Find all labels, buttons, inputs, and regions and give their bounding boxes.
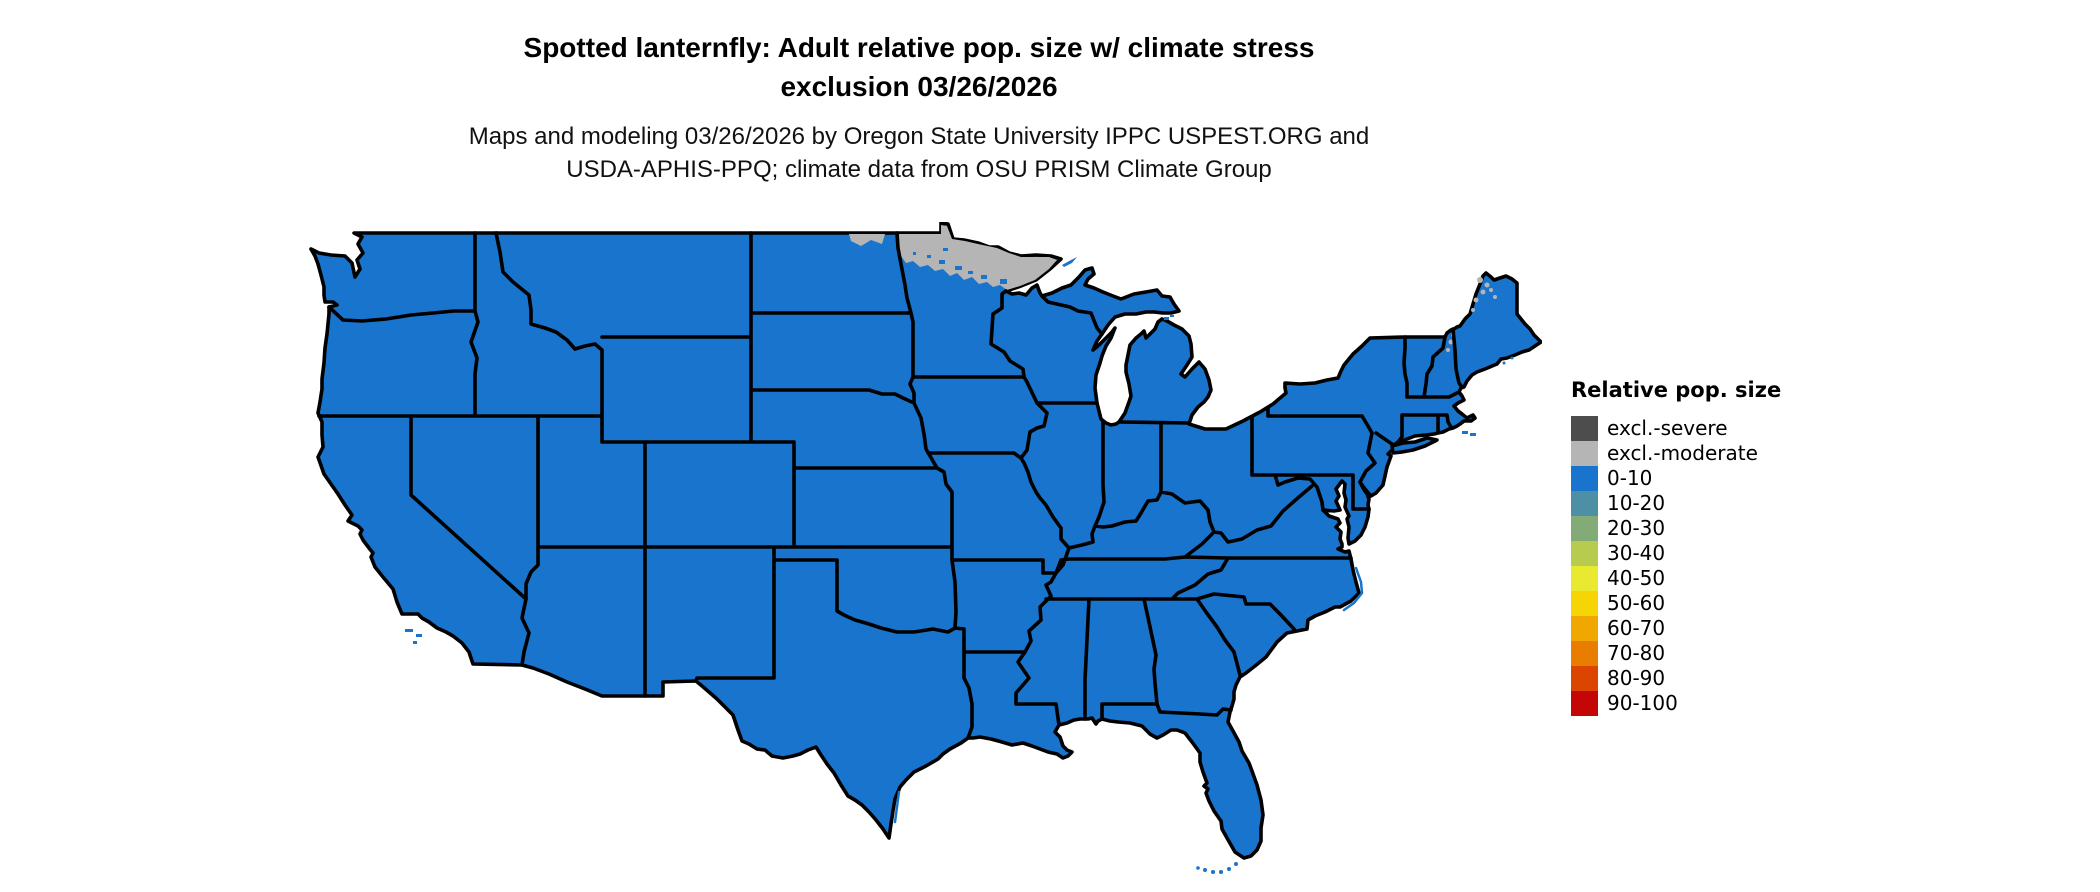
legend-swatch-20-30 — [1571, 516, 1598, 541]
map-subtitle-line2: USDA-APHIS-PPQ; climate data from OSU PR… — [566, 156, 1272, 183]
map-title-line2: exclusion 03/26/2026 — [780, 71, 1058, 102]
legend-swatch-80-90 — [1571, 666, 1598, 691]
legend-label-excl-severe: excl.-severe — [1607, 416, 1728, 440]
legend-label-30-40: 30-40 — [1607, 541, 1666, 565]
legend-swatch-10-20 — [1571, 491, 1598, 516]
legend-item-80-90: 80-90 — [1571, 666, 1781, 691]
legend-label-excl-moderate: excl.-moderate — [1607, 441, 1758, 465]
legend-item-20-30: 20-30 — [1571, 516, 1781, 541]
legend-item-70-80: 70-80 — [1571, 641, 1781, 666]
legend-item-50-60: 50-60 — [1571, 591, 1781, 616]
conus-outline — [309, 221, 1543, 860]
maine-exclusion-specks — [1471, 277, 1497, 312]
legend-label-40-50: 40-50 — [1607, 566, 1666, 590]
legend-item-60-70: 60-70 — [1571, 616, 1781, 641]
legend-label-80-90: 80-90 — [1607, 666, 1666, 690]
legend-item-30-40: 30-40 — [1571, 541, 1781, 566]
legend-label-50-60: 50-60 — [1607, 591, 1666, 615]
legend-label-20-30: 20-30 — [1607, 516, 1666, 540]
legend-item-0-10: 0-10 — [1571, 466, 1781, 491]
north-dakota-exclusion-patch — [849, 234, 885, 246]
barrier-islands — [893, 566, 1364, 824]
us-map-container — [305, 221, 1543, 880]
legend-swatch-excl-severe — [1571, 416, 1598, 441]
legend-swatch-90-100 — [1571, 691, 1598, 716]
outer-banks — [1342, 566, 1364, 612]
mackinac-straits-islands — [1164, 315, 1174, 320]
exclusion-zone-blue-patches — [913, 248, 1007, 285]
legend-item-excl-severe: excl.-severe — [1571, 416, 1781, 441]
legend-swatch-30-40 — [1571, 541, 1598, 566]
isle-royale — [1062, 257, 1077, 267]
minnesota-exclusion-patch — [899, 225, 1057, 290]
legend-swatch-excl-moderate — [1571, 441, 1598, 466]
massachusetts-islands — [1462, 431, 1476, 436]
long-island — [1390, 436, 1439, 455]
legend-swatch-40-50 — [1571, 566, 1598, 591]
legend-label-0-10: 0-10 — [1607, 466, 1653, 490]
legend-item-40-50: 40-50 — [1571, 566, 1781, 591]
florida-keys-islands — [1196, 862, 1238, 874]
channel-islands — [405, 629, 422, 644]
map-subtitle-line1: Maps and modeling 03/26/2026 by Oregon S… — [468, 123, 1370, 150]
legend-item-90-100: 90-100 — [1571, 691, 1781, 716]
legend-label-90-100: 90-100 — [1607, 691, 1678, 715]
map-title: Spotted lanternfly: Adult relative pop. … — [0, 28, 1838, 106]
state-borders — [317, 231, 1464, 740]
legend-title: Relative pop. size — [1571, 378, 1782, 402]
legend-label-10-20: 10-20 — [1607, 491, 1666, 515]
map-title-line1: Spotted lanternfly: Adult relative pop. … — [523, 32, 1315, 63]
us-map — [309, 221, 1543, 874]
legend-item-10-20: 10-20 — [1571, 491, 1781, 516]
legend-swatch-60-70 — [1571, 616, 1598, 641]
legend-label-60-70: 60-70 — [1607, 616, 1666, 640]
maine-coast-islands — [1502, 356, 1514, 365]
padre-island — [893, 790, 901, 824]
legend: Relative pop. size excl.-severe excl.-mo… — [1571, 378, 1781, 716]
conus-landmass — [309, 221, 1543, 860]
legend-item-excl-moderate: excl.-moderate — [1571, 441, 1781, 466]
islands — [405, 257, 1514, 874]
exclusion-moderate-areas — [849, 225, 1497, 352]
legend-label-70-80: 70-80 — [1607, 641, 1666, 665]
legend-swatch-50-60 — [1571, 591, 1598, 616]
map-subtitle: Maps and modeling 03/26/2026 by Oregon S… — [0, 120, 1838, 186]
legend-swatch-70-80 — [1571, 641, 1598, 666]
legend-swatch-0-10 — [1571, 466, 1598, 491]
